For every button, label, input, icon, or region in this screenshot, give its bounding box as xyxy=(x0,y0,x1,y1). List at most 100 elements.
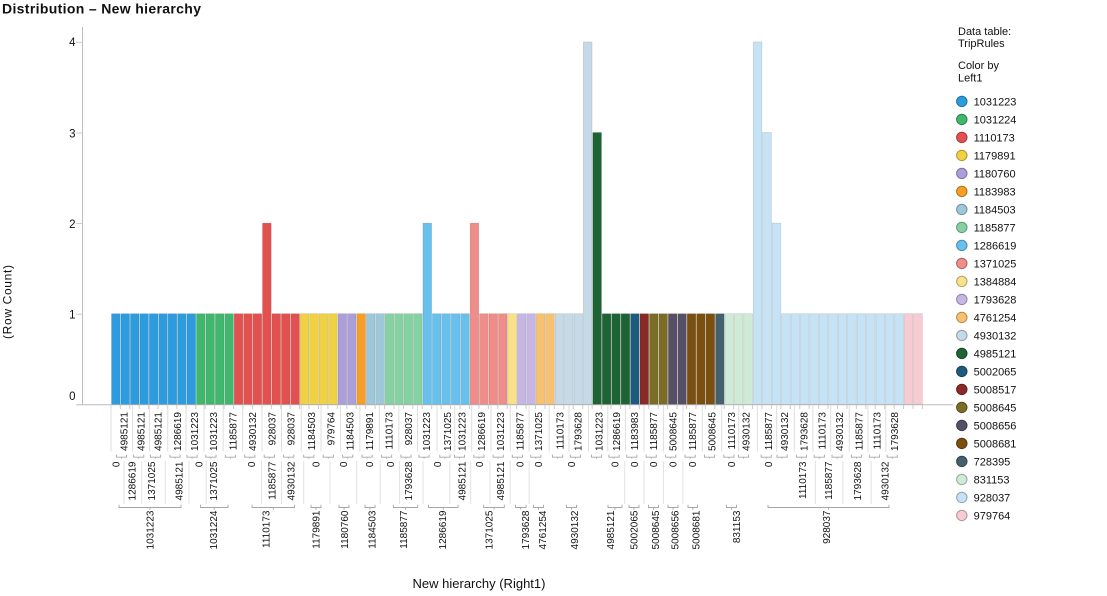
svg-text:831153: 831153 xyxy=(732,510,743,543)
svg-text:1110173: 1110173 xyxy=(385,412,396,450)
svg-text:1185877: 1185877 xyxy=(399,510,410,549)
svg-text:1031223: 1031223 xyxy=(458,412,469,451)
svg-text:1183983: 1183983 xyxy=(974,186,1016,198)
svg-text:1793628: 1793628 xyxy=(404,461,415,500)
svg-text:Data table:: Data table: xyxy=(958,26,1011,38)
svg-text:1110173: 1110173 xyxy=(556,412,567,450)
svg-text:0: 0 xyxy=(69,391,75,403)
svg-text:1031223: 1031223 xyxy=(209,412,220,451)
svg-text:4930132: 4930132 xyxy=(287,461,298,500)
svg-text:0: 0 xyxy=(247,461,258,467)
svg-text:0: 0 xyxy=(386,461,397,467)
svg-text:0: 0 xyxy=(688,461,699,467)
svg-text:4761254: 4761254 xyxy=(538,510,549,549)
svg-text:928037: 928037 xyxy=(267,412,278,446)
svg-text:0: 0 xyxy=(475,461,486,467)
svg-text:1793628: 1793628 xyxy=(853,461,864,500)
svg-text:1286619: 1286619 xyxy=(173,412,184,451)
svg-text:5008645: 5008645 xyxy=(708,412,719,451)
svg-text:Distribution – New hierarchy: Distribution – New hierarchy xyxy=(2,1,201,17)
svg-text:1031223: 1031223 xyxy=(190,412,201,451)
svg-text:928037: 928037 xyxy=(287,412,298,446)
svg-text:0: 0 xyxy=(567,461,578,467)
svg-text:1371025: 1371025 xyxy=(147,461,158,500)
svg-text:1793628: 1793628 xyxy=(573,412,584,451)
svg-text:1179891: 1179891 xyxy=(974,150,1016,162)
svg-text:1286619: 1286619 xyxy=(438,510,449,549)
svg-text:0: 0 xyxy=(433,461,444,467)
svg-text:4985121: 4985121 xyxy=(974,348,1017,360)
svg-text:4985121: 4985121 xyxy=(137,412,148,451)
svg-text:979764: 979764 xyxy=(326,412,337,446)
svg-text:4930132: 4930132 xyxy=(742,412,753,451)
svg-text:1179891: 1179891 xyxy=(365,412,376,451)
svg-text:1180760: 1180760 xyxy=(974,168,1016,180)
svg-text:5008656: 5008656 xyxy=(974,420,1017,432)
svg-text:1185877: 1185877 xyxy=(974,222,1016,234)
svg-text:(Row Count): (Row Count) xyxy=(0,265,14,339)
svg-text:979764: 979764 xyxy=(974,510,1011,522)
svg-text:1031224: 1031224 xyxy=(209,510,220,549)
svg-text:5008681: 5008681 xyxy=(974,438,1017,450)
svg-text:1185877: 1185877 xyxy=(855,412,866,451)
svg-text:1371025: 1371025 xyxy=(534,412,545,451)
svg-text:1371025: 1371025 xyxy=(974,258,1017,270)
svg-text:1110173: 1110173 xyxy=(798,461,809,499)
svg-text:0: 0 xyxy=(669,461,680,467)
svg-text:0: 0 xyxy=(534,461,545,467)
svg-text:New hierarchy (Right1): New hierarchy (Right1) xyxy=(413,576,546,591)
svg-text:4930132: 4930132 xyxy=(248,412,259,451)
svg-text:0: 0 xyxy=(339,461,350,467)
svg-text:928037: 928037 xyxy=(974,492,1011,504)
svg-text:1793628: 1793628 xyxy=(974,294,1017,306)
svg-text:928037: 928037 xyxy=(404,412,415,446)
svg-text:0: 0 xyxy=(649,461,660,467)
svg-text:2: 2 xyxy=(69,219,75,231)
svg-text:1184503: 1184503 xyxy=(346,412,357,451)
svg-text:Left1: Left1 xyxy=(958,72,982,84)
svg-text:1286619: 1286619 xyxy=(128,461,139,500)
svg-text:1184503: 1184503 xyxy=(974,204,1016,216)
svg-text:4985121: 4985121 xyxy=(606,510,617,549)
svg-text:1031223: 1031223 xyxy=(422,412,433,451)
svg-text:0: 0 xyxy=(112,461,123,467)
svg-text:0: 0 xyxy=(727,461,738,467)
svg-text:Color by: Color by xyxy=(958,60,999,72)
svg-text:1384884: 1384884 xyxy=(974,276,1017,288)
svg-text:0: 0 xyxy=(764,461,775,467)
svg-text:0: 0 xyxy=(630,461,641,467)
svg-text:1286619: 1286619 xyxy=(477,412,488,451)
svg-text:1184503: 1184503 xyxy=(307,412,318,451)
svg-text:728395: 728395 xyxy=(974,456,1011,468)
svg-text:4930132: 4930132 xyxy=(880,461,891,500)
svg-text:4985121: 4985121 xyxy=(120,412,131,451)
svg-text:0: 0 xyxy=(611,461,622,467)
svg-text:1110173: 1110173 xyxy=(262,510,273,548)
svg-text:5002065: 5002065 xyxy=(974,366,1017,378)
svg-text:4930132: 4930132 xyxy=(570,510,581,549)
svg-text:1793628: 1793628 xyxy=(521,510,532,549)
svg-text:1110173: 1110173 xyxy=(872,412,883,450)
svg-text:4: 4 xyxy=(69,37,76,49)
svg-text:5008681: 5008681 xyxy=(691,510,702,549)
svg-text:3: 3 xyxy=(69,128,75,140)
svg-text:1371025: 1371025 xyxy=(484,510,495,549)
svg-text:1110173: 1110173 xyxy=(817,412,828,450)
svg-text:4761254: 4761254 xyxy=(974,312,1017,324)
svg-text:1180760: 1180760 xyxy=(340,510,351,549)
svg-text:4985121: 4985121 xyxy=(154,412,165,451)
svg-text:1371025: 1371025 xyxy=(209,461,220,500)
svg-text:1110173: 1110173 xyxy=(974,132,1015,144)
svg-text:1286619: 1286619 xyxy=(612,412,623,451)
svg-text:5008517: 5008517 xyxy=(974,384,1017,396)
svg-text:1185877: 1185877 xyxy=(824,461,835,500)
svg-text:4930132: 4930132 xyxy=(835,412,846,451)
svg-text:1185877: 1185877 xyxy=(649,412,660,451)
svg-text:5008645: 5008645 xyxy=(669,412,680,451)
svg-text:4930132: 4930132 xyxy=(974,330,1017,342)
svg-text:831153: 831153 xyxy=(974,474,1010,486)
svg-text:1: 1 xyxy=(69,309,75,321)
svg-text:1184503: 1184503 xyxy=(368,510,379,549)
svg-text:5002065: 5002065 xyxy=(630,510,641,549)
svg-text:4985121: 4985121 xyxy=(458,461,469,500)
